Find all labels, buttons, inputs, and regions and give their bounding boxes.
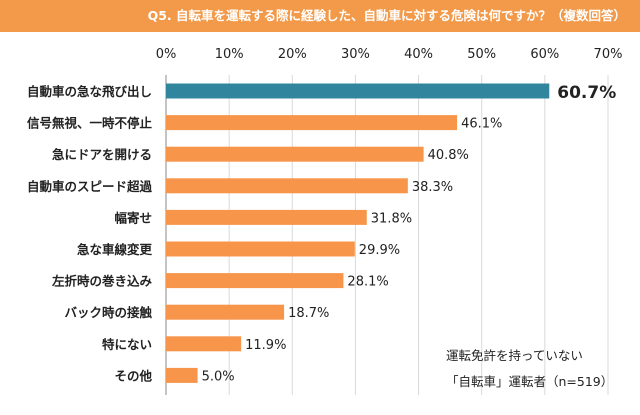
data-label: 5.0% [202,369,235,384]
category-label: 急な車線変更 [77,242,153,257]
bar [166,304,285,320]
x-tick-label: 70% [594,47,623,62]
x-tick-label: 30% [341,47,370,62]
bar [166,241,355,257]
x-tick-label: 10% [215,47,244,62]
category-label: 幅寄せ [114,210,152,225]
x-tick-label: 20% [278,47,307,62]
data-label: 11.9% [245,338,286,353]
data-label: 29.9% [359,243,400,258]
category-label: 急にドアを開ける [52,147,152,162]
category-label: その他 [114,368,152,383]
data-label: 31.8% [371,211,412,226]
data-label: 46.1% [461,117,502,132]
data-label: 40.8% [428,148,469,163]
bar [166,367,198,383]
bar [166,273,344,289]
category-label: 自動車の急な飛び出し [27,84,152,99]
bar [166,178,408,194]
x-tick-label: 40% [404,47,433,62]
bar [166,115,458,131]
x-tick-label: 60% [530,47,559,62]
category-label: 左折時の巻き込み [51,274,153,289]
bar [166,209,367,225]
data-label: 60.7% [557,83,616,103]
bar [166,146,424,162]
category-label: バック時の接触 [64,305,152,320]
data-label: 38.3% [412,180,453,195]
bar-chart: 0% 10% 20% 30% 40% 50% 60% 70% 自動車の急な飛び出し 60.7% 信号… [27,47,623,395]
question-banner: Q5. 自転車を運転する際に経験した、自動車に対する危険は何ですか？（複数回答） [0,0,640,32]
data-label: 18.7% [288,306,329,321]
data-label: 28.1% [347,275,388,290]
respondent-note-line1: 運転免許を持っていない [446,348,583,363]
category-label: 自動車のスピード超過 [27,179,153,194]
respondent-note-line2: 「自転車」運転者（n=519） [446,374,614,389]
x-tick-label: 50% [467,47,496,62]
bar [166,336,242,352]
bar [166,83,550,99]
category-label: 信号無視、一時不停止 [27,116,153,131]
x-tick-label: 0% [156,47,177,62]
category-label: 特にない [102,337,152,352]
